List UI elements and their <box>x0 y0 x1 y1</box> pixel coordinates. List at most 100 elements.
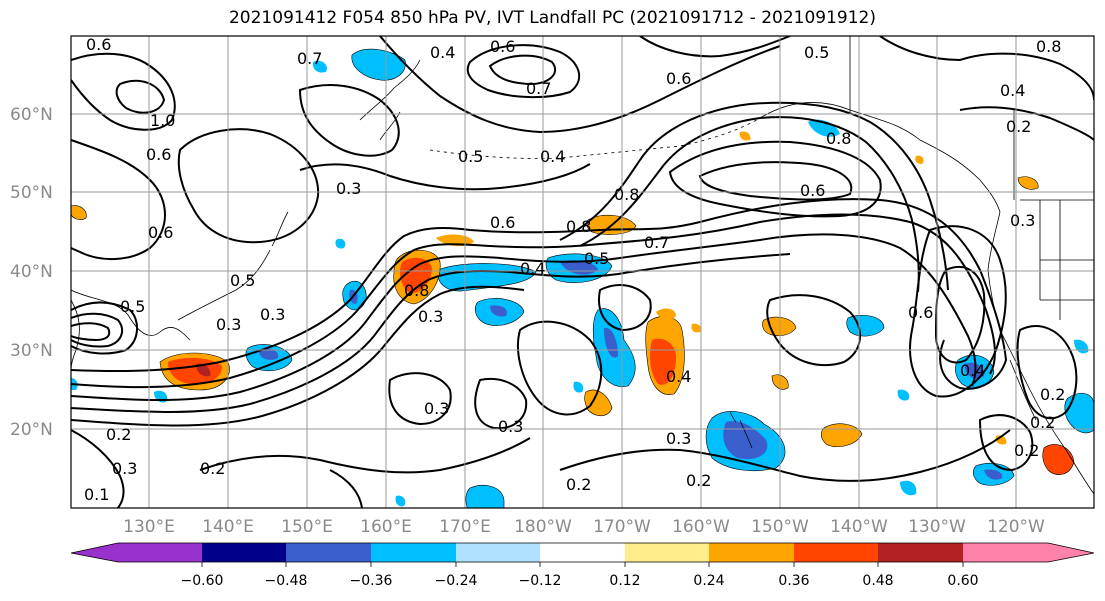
colorbar-segment-2 <box>286 543 371 562</box>
contour-line <box>934 266 986 364</box>
north-america-coastline <box>987 211 1094 495</box>
lon-label: 170°E <box>439 517 491 537</box>
positive-anomaly-patch <box>739 131 751 141</box>
contour-label: 0.6 <box>148 223 173 242</box>
lon-label: 160°W <box>672 517 730 537</box>
contour-label: 0.5 <box>458 147 483 166</box>
contour-label: 0.4 <box>1000 81 1025 100</box>
colorbar: −0.60 −0.48 −0.36 −0.24 −0.12 0.12 0.24 … <box>70 542 1095 589</box>
negative-anomaly-patch <box>395 495 406 507</box>
negative-anomaly-patch <box>723 421 768 460</box>
negative-anomaly-patch <box>312 60 327 73</box>
lat-label-60n: 60°N <box>10 105 53 125</box>
contour-label: 0.3 <box>666 429 691 448</box>
contour-label: 0.6 <box>908 303 933 322</box>
contour-line <box>579 116 920 293</box>
contour-line <box>639 36 791 58</box>
contour-line <box>879 36 961 61</box>
contour-label: 0.8 <box>1036 37 1061 56</box>
alaska-coastline <box>759 102 1001 213</box>
contour-labels: 0.6 0.7 0.4 0.6 0.7 0.6 0.5 0.8 0.4 0.2 … <box>84 36 1065 504</box>
colorbar-segment-4 <box>456 543 540 562</box>
contour-label: 0.5 <box>584 249 609 268</box>
positive-anomaly-patch <box>762 316 797 337</box>
lon-label: 180°W <box>514 517 572 537</box>
contour-line <box>516 320 603 416</box>
contour-line <box>71 52 176 131</box>
positive-anomaly-patch <box>584 389 613 417</box>
contour-line <box>766 294 862 367</box>
colorbar-outline <box>70 542 1095 563</box>
contour-label: 0.7 <box>644 233 669 252</box>
contour-line <box>909 225 1007 398</box>
baja-coastline <box>1009 359 1037 421</box>
contour-line <box>978 414 1034 472</box>
border-layer <box>849 36 1094 320</box>
us-state-borders <box>1039 200 1094 320</box>
positive-anomaly-patch <box>400 257 432 293</box>
contour-label: 0.4 <box>540 147 565 166</box>
contour-line <box>474 378 528 430</box>
lat-label-50n: 50°N <box>10 183 53 203</box>
lon-label: 140°E <box>202 517 254 537</box>
contour-line <box>71 429 125 508</box>
negative-anomaly-patch <box>573 381 584 393</box>
contour-label: 0.3 <box>498 417 523 436</box>
contour-label: 0.3 <box>424 399 449 418</box>
positive-anomaly-patch <box>196 363 211 377</box>
contour-line <box>959 106 1094 141</box>
contour-label: 0.2 <box>686 471 711 490</box>
lon-label: 140°W <box>830 517 888 537</box>
colorbar-segment-9 <box>878 543 963 562</box>
contour-line <box>71 198 1008 390</box>
contour-line <box>199 437 531 474</box>
contour-label: 0.4 <box>666 367 691 386</box>
positive-anomaly-patch <box>1042 444 1075 475</box>
latitude-labels: 60°N 50°N 40°N 30°N 20°N <box>10 105 53 440</box>
negative-anomaly-patch <box>808 119 840 137</box>
positive-anomaly-patch <box>656 308 676 320</box>
colorbar-segment-8 <box>794 543 878 562</box>
positive-anomaly-patch <box>691 323 702 333</box>
contour-label: 0.8 <box>826 129 851 148</box>
contour-line <box>71 213 996 389</box>
contour-label: 0.6 <box>800 181 825 200</box>
lon-label: 120°W <box>987 517 1045 537</box>
lon-label: 150°E <box>281 517 333 537</box>
colorbar-segment-3 <box>371 543 456 562</box>
contour-line <box>329 469 363 508</box>
japan-coastline <box>177 211 289 321</box>
contour-label: 0.2 <box>566 475 591 494</box>
contour-label: 0.4 <box>520 259 545 278</box>
contour-label: 0.4 <box>960 361 985 380</box>
contour-label: 0.5 <box>230 271 255 290</box>
coastline-layer <box>71 59 1094 495</box>
kamchatka-coastline <box>359 59 421 141</box>
lon-label: 130°W <box>908 517 966 537</box>
contour-label: 0.3 <box>418 307 443 326</box>
contour-line <box>71 301 138 355</box>
contour-label: 0.3 <box>112 459 137 478</box>
contour-line <box>598 284 652 332</box>
hawaii-islands <box>729 411 753 449</box>
gridlines <box>71 36 1094 508</box>
colorbar-tick-label: −0.24 <box>435 573 478 589</box>
lat-label-30n: 30°N <box>10 341 53 361</box>
contour-line <box>177 128 320 244</box>
contour-label: 0.2 <box>1014 441 1039 460</box>
contour-label: 0.3 <box>216 315 241 334</box>
contour-line <box>379 36 781 134</box>
contour-label: 0.8 <box>566 217 591 236</box>
contour-label: 0.2 <box>106 425 131 444</box>
contour-label: 0.2 <box>1030 413 1055 432</box>
lon-label: 150°W <box>751 517 809 537</box>
contour-line <box>388 372 452 426</box>
contour-line <box>298 84 400 157</box>
contour-label: 0.6 <box>666 69 691 88</box>
colorbar-segment-6 <box>625 543 709 562</box>
negative-anomaly-patch <box>964 362 985 379</box>
contour-label: 0.3 <box>260 305 285 324</box>
map-title: 2021091412 F054 850 hPa PV, IVT Landfall… <box>228 8 876 28</box>
colorbar-tick-label: 0.24 <box>693 573 724 589</box>
